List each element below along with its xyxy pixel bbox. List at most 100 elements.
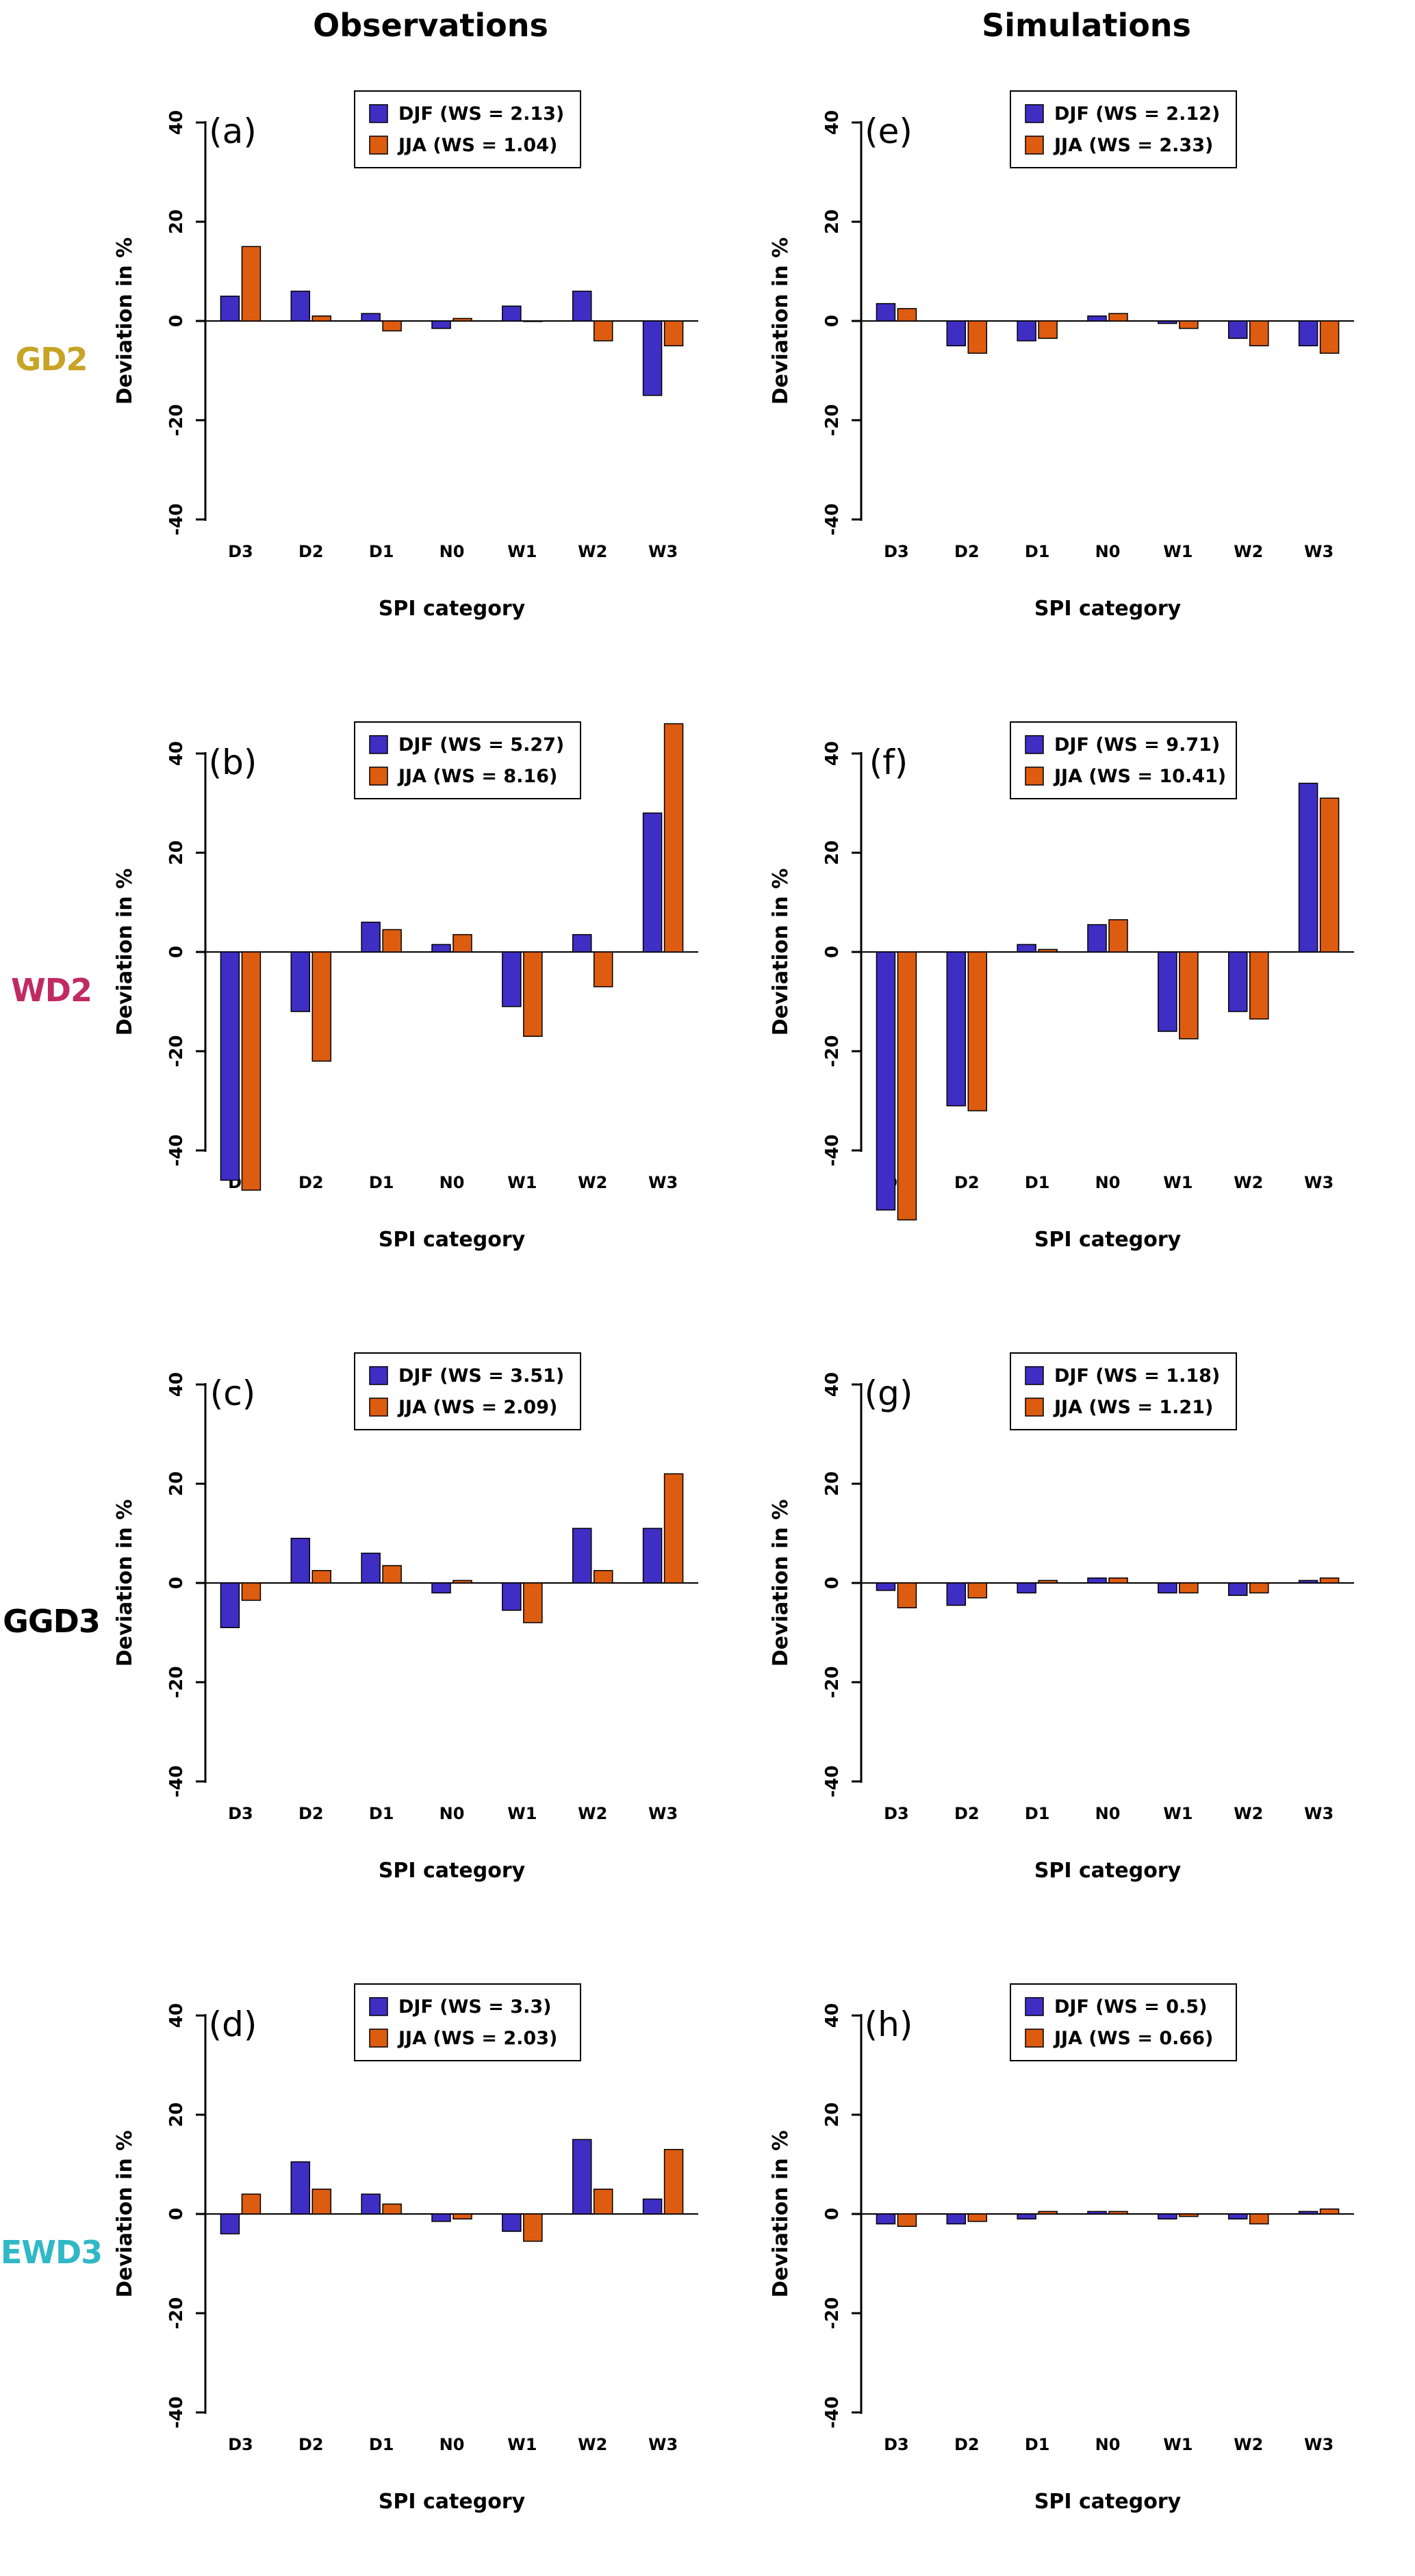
y-tick-label: -40 xyxy=(822,504,843,536)
bar-jja-D2 xyxy=(311,2189,332,2215)
panel-d: -40 -20 0 20 40 Deviation in % SPI category D3 D… xyxy=(103,1968,759,2537)
bar-jja-D2 xyxy=(967,951,988,1111)
y-tick-label: 0 xyxy=(822,315,843,327)
panel-a-chart: -40 -20 0 20 40 Deviation in % SPI category D3 D… xyxy=(113,90,698,621)
panel-e-chart: -40 -20 0 20 40 Deviation in % SPI category D3 D… xyxy=(769,90,1354,621)
x-tick-label-D2: D2 xyxy=(954,542,980,561)
y-tick-label: -40 xyxy=(822,1766,843,1798)
bar-djf-W2 xyxy=(572,2139,592,2215)
x-tick-label-D2: D2 xyxy=(954,2435,980,2454)
bar-jja-D3 xyxy=(897,308,917,322)
bar-jja-D3 xyxy=(241,246,262,322)
y-tick-label: -40 xyxy=(166,1766,187,1798)
y-tick-label: 20 xyxy=(822,209,843,234)
panel-c-chart: -40 -20 0 20 40 Deviation in % SPI category D3 D… xyxy=(113,1352,698,1883)
bar-jja-D1 xyxy=(382,929,402,953)
bar-jja-D2 xyxy=(311,315,332,322)
bar-djf-W3 xyxy=(642,812,663,953)
x-tick-label-W3: W3 xyxy=(1304,2435,1334,2454)
bar-jja-N0 xyxy=(1108,919,1128,953)
y-axis-title: Deviation in % xyxy=(113,2130,137,2298)
x-tick-label-D3: D3 xyxy=(884,1804,909,1823)
bar-jja-W3 xyxy=(663,723,684,953)
x-axis-title: SPI category xyxy=(1034,1859,1182,1883)
x-tick-label-W1: W1 xyxy=(507,1804,537,1823)
x-tick-label-N0: N0 xyxy=(1095,1804,1121,1823)
x-tick-label-W1: W1 xyxy=(1163,2435,1193,2454)
bar-djf-D2 xyxy=(290,1538,311,1584)
bar-djf-N0 xyxy=(431,2213,451,2222)
bar-jja-D3 xyxy=(241,951,262,1191)
bar-djf-W3 xyxy=(1298,2211,1318,2215)
bar-jja-D3 xyxy=(897,2213,917,2227)
legend-label-jja: JJA (WS = 10.41) xyxy=(1053,766,1226,787)
x-tick-label-W2: W2 xyxy=(578,1173,607,1192)
y-tick-label: 40 xyxy=(166,741,187,766)
x-tick-label-W2: W2 xyxy=(1234,2435,1263,2454)
legend-swatch-djf xyxy=(369,104,388,123)
bar-djf-D1 xyxy=(1017,320,1036,342)
x-tick-label-W2: W2 xyxy=(578,542,607,561)
y-tick-label: -20 xyxy=(822,1666,843,1699)
y-tick-label: 0 xyxy=(822,1577,843,1589)
bar-djf-W2 xyxy=(1227,2213,1248,2219)
x-tick-label-D3: D3 xyxy=(228,1804,253,1823)
bar-jja-N0 xyxy=(1108,313,1128,322)
y-tick-label: 40 xyxy=(822,741,843,766)
y-tick-label: -40 xyxy=(166,2397,187,2429)
y-tick-label: 0 xyxy=(166,315,187,327)
figure-row-WD2: WD2 -40 -20 0 20 40 Deviation in % SPI category… xyxy=(0,675,1415,1306)
bar-djf-W3 xyxy=(642,320,663,396)
bar-djf-W2 xyxy=(1227,1582,1248,1596)
bar-djf-W1 xyxy=(1158,951,1177,1032)
x-tick-label-D2: D2 xyxy=(298,1173,324,1192)
row-label-EWD3: EWD3 xyxy=(0,2234,103,2271)
x-tick-label-W1: W1 xyxy=(1163,542,1193,561)
bar-jja-W3 xyxy=(1319,1577,1340,1584)
x-tick-label-D3: D3 xyxy=(884,542,909,561)
bar-jja-N0 xyxy=(452,933,472,953)
x-tick-label-N0: N0 xyxy=(439,542,465,561)
legend-swatch-jja xyxy=(1025,2028,1044,2048)
x-tick-label-W3: W3 xyxy=(648,1173,678,1192)
x-axis-title: SPI category xyxy=(379,2490,526,2514)
x-tick-label-W2: W2 xyxy=(1234,1173,1263,1192)
legend-swatch-jja xyxy=(369,136,388,155)
y-tick-label: 0 xyxy=(166,2208,187,2220)
bar-jja-D3 xyxy=(897,951,917,1221)
y-axis-title: Deviation in % xyxy=(769,1499,793,1667)
bar-jja-W2 xyxy=(1249,951,1269,1020)
legend-box xyxy=(1010,90,1237,168)
bar-djf-D3 xyxy=(876,302,896,322)
y-tick-label: 20 xyxy=(166,840,187,865)
legend-box xyxy=(1010,721,1237,799)
bar-djf-W2 xyxy=(1227,951,1248,1012)
bar-djf-D2 xyxy=(946,951,967,1107)
panel-grid: GD2 -40 -20 0 20 40 Deviation in % SPI category… xyxy=(0,44,1415,2568)
bar-jja-W2 xyxy=(1249,1582,1269,1594)
y-tick-label: -40 xyxy=(822,2397,843,2429)
bar-djf-W1 xyxy=(502,305,522,322)
bar-djf-D2 xyxy=(290,290,311,322)
bar-djf-W1 xyxy=(1158,2213,1177,2219)
x-axis-title: SPI category xyxy=(379,597,526,621)
bar-jja-N0 xyxy=(1108,2211,1128,2215)
legend-label-djf: DJF (WS = 0.5) xyxy=(1054,1996,1207,2018)
bar-jja-D1 xyxy=(382,2203,402,2215)
legend-box xyxy=(1010,1983,1237,2061)
y-tick-label: 40 xyxy=(822,1372,843,1397)
bar-jja-D2 xyxy=(967,1582,988,1599)
y-tick-label: -20 xyxy=(166,1666,187,1699)
bar-djf-D1 xyxy=(361,1552,381,1584)
bar-jja-D2 xyxy=(967,320,988,354)
bar-djf-W2 xyxy=(572,290,592,322)
bar-djf-D3 xyxy=(220,1582,240,1628)
bar-jja-D1 xyxy=(382,320,402,332)
x-tick-label-D2: D2 xyxy=(954,1173,980,1192)
legend-label-jja: JJA (WS = 2.09) xyxy=(397,1397,557,1418)
panel-d-chart: -40 -20 0 20 40 Deviation in % SPI category D3 D… xyxy=(113,1983,698,2514)
legend-label-djf: DJF (WS = 1.18) xyxy=(1054,1365,1220,1387)
x-tick-label-W3: W3 xyxy=(648,1804,678,1823)
x-tick-label-W1: W1 xyxy=(507,542,537,561)
bar-jja-D1 xyxy=(1038,949,1058,953)
